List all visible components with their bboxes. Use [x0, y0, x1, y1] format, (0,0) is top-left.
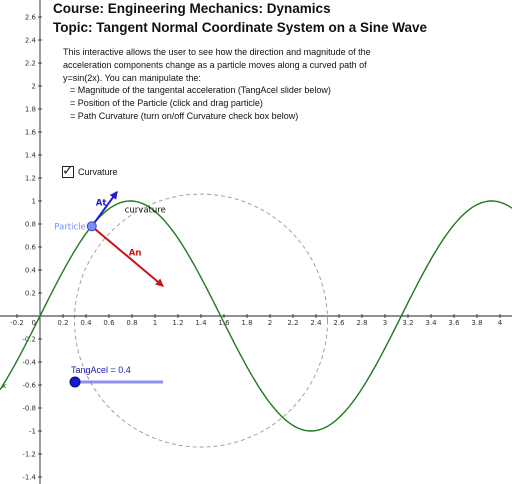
x-tick-label: 1.4: [195, 319, 207, 327]
description-intro: This interactive allows the user to see …: [63, 47, 371, 83]
y-tick-label: 0.6: [25, 244, 37, 252]
y-tick-label: 0.4: [25, 267, 37, 275]
sine-curve-path: [0, 200, 512, 432]
y-tick-label: -0.8: [22, 405, 36, 413]
curvature-label: curvature: [125, 205, 166, 215]
checkmark-icon: ✓: [62, 162, 74, 178]
tangacel-slider-knob[interactable]: [69, 376, 81, 388]
y-tick-label: -1.2: [22, 451, 36, 459]
particle-label: Particle: [54, 222, 85, 232]
curvature-checkbox[interactable]: ✓: [62, 162, 74, 178]
y-tick-label: -1: [29, 428, 36, 436]
curvature-circle: [74, 193, 328, 448]
description-item: = Magnitude of the tangental acceleratio…: [70, 85, 331, 96]
y-tick-label: -0.2: [22, 336, 36, 344]
description-text: This interactive allows the user to see …: [63, 46, 393, 123]
y-tick-label: 1.8: [25, 106, 36, 114]
origin-label: 0: [32, 319, 36, 327]
x-tick-label: 2.6: [333, 319, 345, 327]
description-item: = Position of the Particle (click and dr…: [70, 98, 263, 109]
x-tick-label: -0.2: [10, 319, 24, 327]
y-tick-label: 2.4: [25, 37, 37, 45]
x-tick-label: 3.8: [471, 319, 482, 327]
topic-title: Topic: Tangent Normal Coordinate System …: [53, 20, 428, 35]
x-tick-label: 3.2: [402, 319, 413, 327]
x-tick-label: 1.2: [172, 319, 183, 327]
curvature-toggle[interactable]: ✓ Curvature: [62, 162, 118, 178]
x-tick-label: 4: [498, 319, 503, 327]
y-tick-label: 1.2: [25, 175, 36, 183]
at-label: At: [96, 198, 107, 208]
y-tick-label: 1: [32, 198, 36, 206]
particle-point[interactable]: [86, 221, 97, 232]
y-tick-label: -0.6: [22, 382, 36, 390]
y-tick-label: 2: [32, 83, 36, 91]
y-tick-label: -1.4: [22, 474, 36, 482]
tangacel-slider-label: TangAcel = 0.4: [71, 365, 131, 375]
x-tick-label: 0.8: [126, 319, 137, 327]
y-tick-label: -0.4: [22, 359, 36, 367]
curvature-checkbox-label: Curvature: [78, 167, 118, 177]
description-item: = Path Curvature (turn on/off Curvature …: [70, 110, 299, 121]
x-tick-label: 2.2: [287, 319, 298, 327]
y-tick-label: 2.2: [25, 60, 36, 68]
y-tick-label: 0.2: [25, 290, 36, 298]
x-tick-label: 2.4: [310, 319, 322, 327]
an-label: An: [129, 248, 142, 258]
x-tick-label: 3.4: [425, 319, 437, 327]
course-title: Course: Engineering Mechanics: Dynamics: [53, 1, 331, 16]
normal-acceleration-vector: [91, 225, 164, 287]
x-tick-label: 2.8: [356, 319, 367, 327]
y-tick-label: 1.6: [25, 129, 37, 137]
x-tick-label: 3.6: [448, 319, 460, 327]
x-tick-label: 1: [153, 319, 157, 327]
description-list: = Magnitude of the tangental acceleratio…: [63, 84, 393, 122]
x-axis-name-label: x: [2, 382, 6, 390]
x-tick-label: 3: [383, 319, 387, 327]
x-tick-label: 1.8: [241, 319, 252, 327]
x-tick-label: 0.6: [103, 319, 115, 327]
x-tick-label: 0.2: [57, 319, 68, 327]
y-tick-label: 2.6: [25, 14, 37, 22]
y-tick-label: 0.8: [25, 221, 36, 229]
x-tick-label: 2: [268, 319, 272, 327]
y-tick-label: 1.4: [25, 152, 37, 160]
tangential-acceleration-vector: [90, 190, 118, 227]
x-tick-label: 0.4: [80, 319, 92, 327]
